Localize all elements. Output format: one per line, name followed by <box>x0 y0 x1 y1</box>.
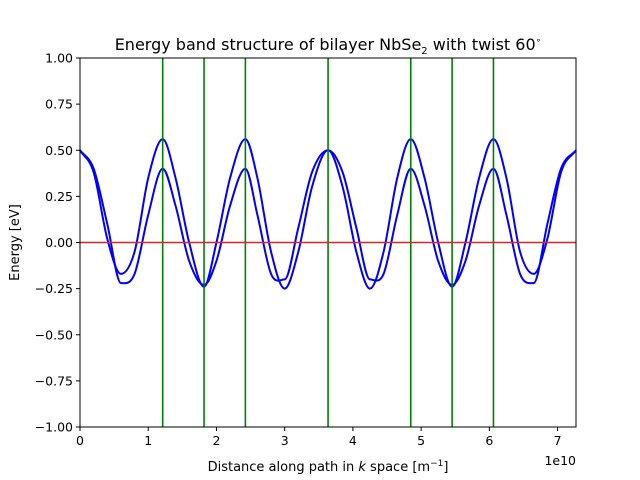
y-axis-ticks: 1.00 0.75 0.50 0.25 0.00 −0.25 −0.50 −0.75 −1.00 <box>35 51 80 435</box>
y-axis-label: Energy [eV] <box>8 204 23 281</box>
y-tick-label: −1.00 <box>35 420 73 435</box>
x-axis-label: Distance along path in k space [m−1] <box>208 459 449 475</box>
y-tick-label: 0.50 <box>45 143 73 158</box>
y-tick-label: −0.75 <box>35 373 73 388</box>
y-tick-label: −0.25 <box>35 281 73 296</box>
x-tick-label: 6 <box>485 433 493 448</box>
x-offset-label: 1e10 <box>544 453 576 468</box>
y-tick-label: 0.00 <box>45 235 73 250</box>
x-tick-label: 7 <box>554 433 562 448</box>
y-tick-label: 0.75 <box>45 97 73 112</box>
y-tick-label: −0.50 <box>35 327 73 342</box>
x-tick-label: 1 <box>144 433 152 448</box>
y-tick-label: 0.25 <box>45 189 73 204</box>
chart-title: Energy band structure of bilayer NbSe2 w… <box>115 35 542 57</box>
x-tick-label: 0 <box>76 433 84 448</box>
x-axis-ticks: 0 1 2 3 4 5 6 7 <box>76 427 562 448</box>
y-tick-label: 1.00 <box>45 51 73 66</box>
x-tick-label: 5 <box>417 433 425 448</box>
x-tick-label: 4 <box>349 433 357 448</box>
x-tick-label: 2 <box>212 433 220 448</box>
x-tick-label: 3 <box>281 433 289 448</box>
plot-area <box>79 57 577 428</box>
